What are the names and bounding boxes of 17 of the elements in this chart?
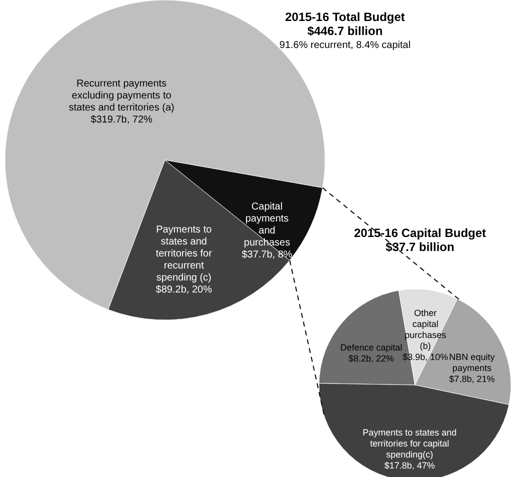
slice-label: Payments to states and territories for capital spending(c) — [362, 428, 457, 460]
data-label: $8.2b, 22% — [348, 354, 394, 364]
chart-title: 2015-16 Capital Budget — [354, 226, 486, 240]
slice-label: Defence capital — [340, 342, 402, 353]
data-label: $319.7b, 72% — [90, 114, 152, 126]
data-label: $7.8b, 21% — [449, 374, 495, 384]
text: 91.6% recurrent, 8.4% capital — [279, 40, 411, 51]
slice-label: Payments to states and territories for recurrent spending (c) — [156, 224, 213, 284]
data-label: $3.9b, 10% — [402, 352, 448, 362]
chart-subtitle: $37.7 billion — [386, 240, 454, 254]
data-label: $89.2b, 20% — [156, 284, 212, 296]
slice-label: Recurrent payments excluding payments to states and territories (a) — [68, 78, 174, 114]
text: $446.7 billion — [307, 24, 383, 38]
text: 2015-16 Total Budget — [285, 10, 405, 24]
slice-label: NBN equity payments — [449, 352, 496, 374]
slice-label: Other capital purchases (b) — [404, 308, 447, 351]
data-label: $17.8b, 47% — [384, 460, 435, 471]
